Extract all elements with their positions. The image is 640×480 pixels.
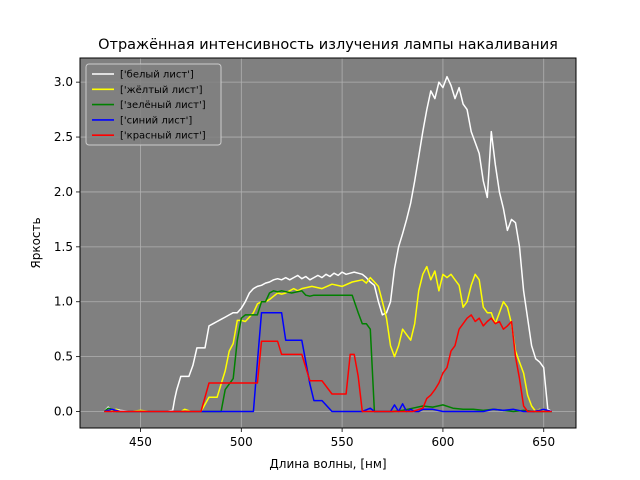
y-tick-label: 1.0 [54, 295, 73, 309]
legend-box [85, 63, 222, 146]
series-line-0 [103, 75, 553, 413]
y-tick-label: 2.5 [54, 130, 73, 144]
series-line-1 [104, 265, 552, 413]
x-tick-label: 500 [230, 435, 253, 449]
y-tick-label: 3.0 [54, 75, 73, 89]
series-layer [103, 75, 553, 413]
legend-label-2: ['зелёный лист'] [120, 100, 206, 111]
legend-label-4: ['красный лист'] [120, 131, 206, 142]
y-tick-label: 1.5 [54, 240, 73, 254]
legend-label-3: ['синий лист'] [120, 115, 192, 126]
chart-title: Отражённая интенсивность излучения лампы… [98, 37, 558, 53]
legend-label-1: ['жёлтый лист'] [120, 85, 203, 96]
x-axis-label: Длина волны, [нм] [269, 457, 386, 471]
series-line-3 [104, 311, 552, 413]
y-axis: 0.0 0.5 1.0 1.5 2.0 2.5 3.0 [54, 75, 80, 419]
legend-label-0: ['белый лист'] [120, 70, 194, 81]
plot-frame [79, 57, 577, 429]
y-tick-label: 0.0 [54, 405, 73, 419]
y-tick-label: 0.5 [54, 350, 73, 364]
legend: ['белый лист'] ['жёлтый лист'] ['зелёный л… [85, 63, 222, 146]
x-axis: 450 500 550 600 650 [129, 428, 555, 449]
y-axis-label: Яркость [29, 217, 43, 268]
x-tick-label: 550 [331, 435, 354, 449]
x-tick-label: 600 [431, 435, 454, 449]
x-tick-label: 450 [129, 435, 152, 449]
y-tick-label: 2.0 [54, 185, 73, 199]
x-tick-label: 650 [532, 435, 555, 449]
series-line-4 [104, 314, 552, 413]
